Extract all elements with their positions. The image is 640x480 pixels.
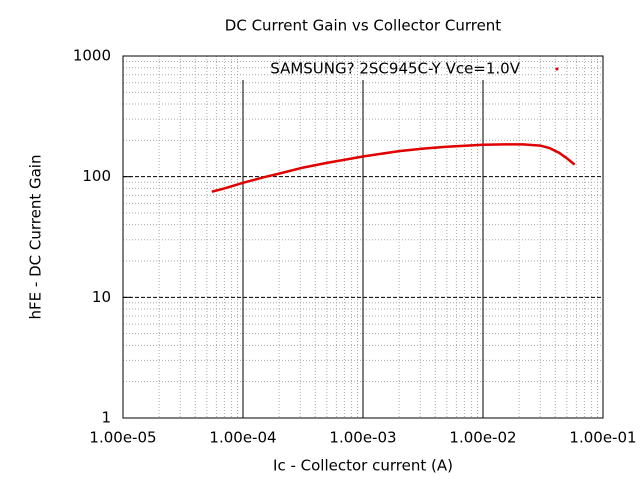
y-tick-label: 1 xyxy=(101,409,111,427)
x-axis-label: Ic - Collector current (A) xyxy=(273,457,453,475)
chart-title: DC Current Gain vs Collector Current xyxy=(225,17,502,35)
data-line xyxy=(211,143,576,193)
x-tick-label: 1.00e-02 xyxy=(449,429,516,447)
plot-frame xyxy=(122,55,604,419)
legend-marker xyxy=(555,67,559,71)
x-tick-label: 1.00e-01 xyxy=(569,429,636,447)
y-axis-label: hFE - DC Current Gain xyxy=(27,155,45,320)
x-tick-label: 1.00e-04 xyxy=(209,429,276,447)
x-tick-label: 1.00e-05 xyxy=(89,429,156,447)
y-tick-label: 10 xyxy=(92,288,111,306)
legend-label: SAMSUNG? 2SC945C-Y Vce=1.0V xyxy=(270,60,520,78)
x-tick-label: 1.00e-03 xyxy=(329,429,396,447)
y-tick-label: 100 xyxy=(82,167,111,185)
y-tick-label: 1000 xyxy=(73,47,111,65)
